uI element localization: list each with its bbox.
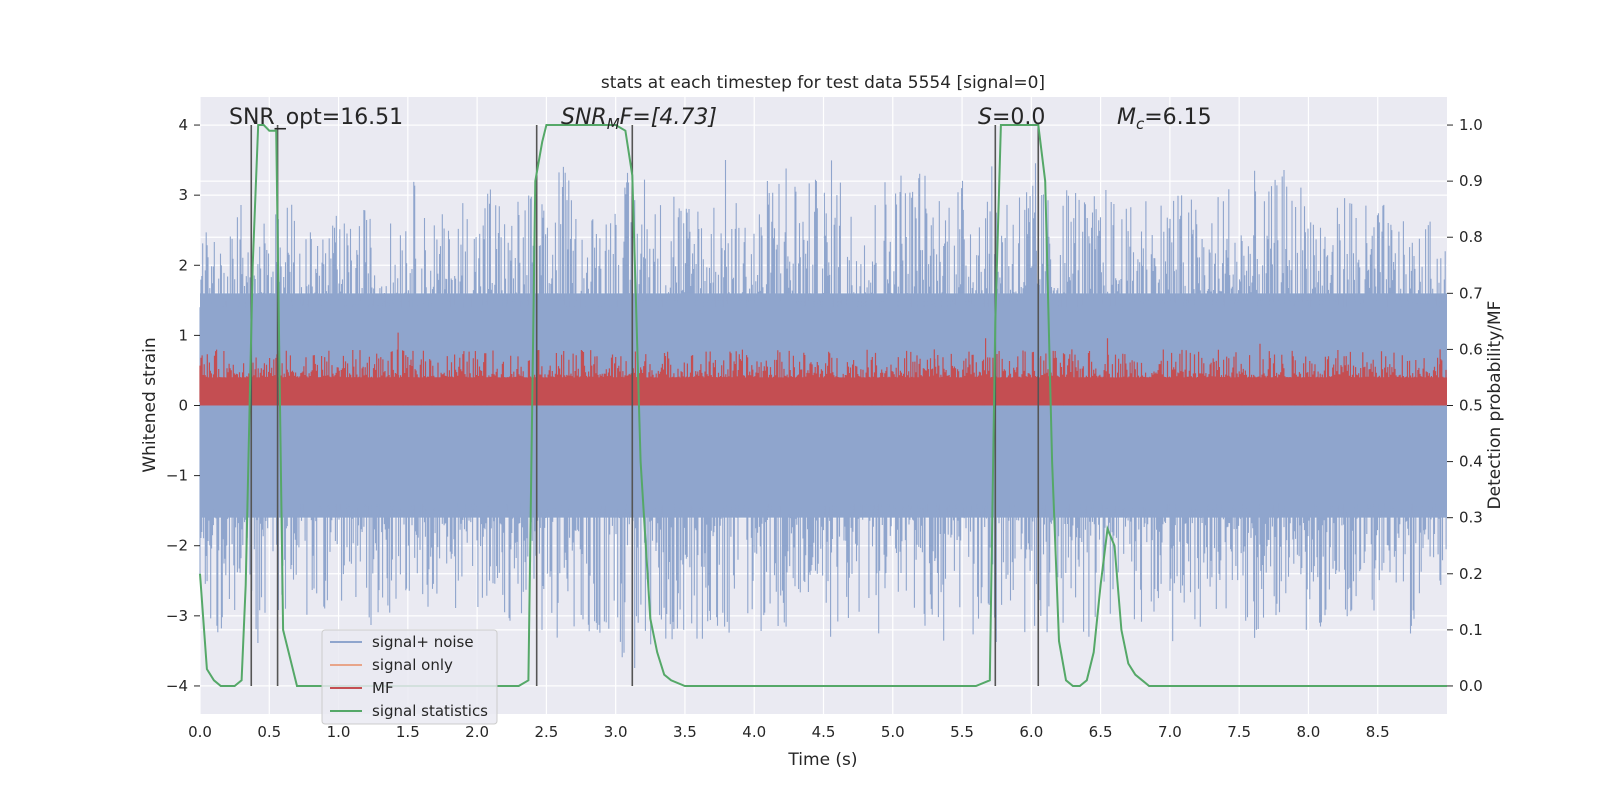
annotation-snr-opt: SNR_opt=16.51	[229, 105, 403, 130]
y-left-tick-label: 0	[178, 397, 188, 415]
x-tick-label: 2.0	[465, 723, 489, 741]
signal-statistics-line	[199, 124, 1447, 687]
legend: signal+ noise signal only MF signal stat…	[321, 629, 498, 725]
x-tick-labels: 0.0 0.5 1.0 1.5 2.0 2.5 3.0 3.5 4.0 4.5 5.0 5.5 6.0 6…	[188, 723, 1390, 741]
legend-label-mf: MF	[372, 679, 394, 697]
x-tick-label: 5.0	[881, 723, 905, 741]
annotation-snr-mf-sub: M	[607, 115, 620, 133]
annotation-mc-base: M	[1117, 105, 1136, 130]
y-left-tick-label: 4	[178, 116, 188, 134]
y-right-tick-label: 1.0	[1459, 116, 1483, 134]
chart-title: stats at each timestep for test data 555…	[601, 73, 1045, 93]
y-left-tick-label: −2	[166, 537, 188, 555]
y-left-tick-labels: −4 −3 −2 −1 0 1 2 3 4	[166, 116, 200, 695]
y-left-tick-label: −3	[166, 607, 188, 625]
y-left-tick-label: 1	[178, 326, 188, 344]
annotation-snr-mf-rest: F=[4.73]	[620, 105, 717, 130]
x-tick-label: 6.5	[1089, 723, 1113, 741]
y-right-tick-label: 0.9	[1459, 172, 1483, 190]
y-right-tick-label: 0.5	[1459, 397, 1483, 415]
y-right-tick-label: 0.3	[1459, 509, 1483, 527]
y-left-tick-label: 3	[178, 186, 188, 204]
annotation-mc: Mc=6.15	[1117, 105, 1212, 133]
x-tick-label: 1.5	[396, 723, 420, 741]
x-tick-label: 8.5	[1366, 723, 1390, 741]
annotation-snr-mf: SNRMF=[4.73]	[561, 105, 717, 133]
x-tick-label: 0.0	[188, 723, 212, 741]
mf-series	[199, 332, 1447, 406]
x-axis-label: Time (s)	[787, 750, 857, 770]
y-left-tick-label: −1	[166, 467, 188, 485]
annotation-s: S=0.0	[978, 105, 1045, 130]
annotation-mc-rest: =6.15	[1144, 105, 1211, 130]
y-right-tick-label: 0.1	[1459, 621, 1483, 639]
y-right-tick-label: 0.2	[1459, 565, 1483, 583]
y-left-tick-label: −4	[166, 677, 188, 695]
x-tick-label: 2.5	[534, 723, 558, 741]
annotation-snr-mf-base: SNR	[561, 105, 607, 130]
y-right-tick-label: 0.4	[1459, 453, 1483, 471]
y-right-tick-label: 0.6	[1459, 340, 1483, 358]
annotation-s-rest: =0.0	[992, 105, 1045, 130]
legend-label-signal-statistics: signal statistics	[372, 702, 488, 720]
x-tick-label: 7.0	[1158, 723, 1182, 741]
y-right-tick-label: 0.8	[1459, 228, 1483, 246]
x-tick-label: 8.0	[1297, 723, 1321, 741]
legend-label-signal-only: signal only	[372, 656, 453, 674]
x-tick-label: 1.0	[327, 723, 351, 741]
x-tick-label: 4.5	[812, 723, 836, 741]
y-right-tick-label: 0.7	[1459, 284, 1483, 302]
x-tick-label: 3.0	[604, 723, 628, 741]
y-left-axis-label: Whitened strain	[140, 337, 160, 472]
annotation-mc-sub: c	[1136, 115, 1145, 133]
y-right-axis-label: Detection probability/MF	[1485, 301, 1505, 510]
mf-strokes	[199, 332, 1447, 406]
signal-statistics-series	[199, 124, 1447, 687]
x-tick-label: 0.5	[257, 723, 281, 741]
y-right-tick-label: 0.0	[1459, 677, 1483, 695]
y-left-tick-label: 2	[178, 256, 188, 274]
x-tick-label: 7.5	[1227, 723, 1251, 741]
x-tick-label: 4.0	[742, 723, 766, 741]
y-right-tick-labels: 0.0 0.1 0.2 0.3 0.4 0.5 0.6 0.7 0.8 0.9 1.0	[1447, 116, 1483, 695]
x-tick-label: 5.5	[950, 723, 974, 741]
x-tick-label: 3.5	[673, 723, 697, 741]
legend-box	[321, 629, 498, 725]
legend-label-signal-noise: signal+ noise	[372, 633, 474, 651]
x-tick-label: 6.0	[1019, 723, 1043, 741]
annotation-s-base: S	[978, 105, 992, 130]
